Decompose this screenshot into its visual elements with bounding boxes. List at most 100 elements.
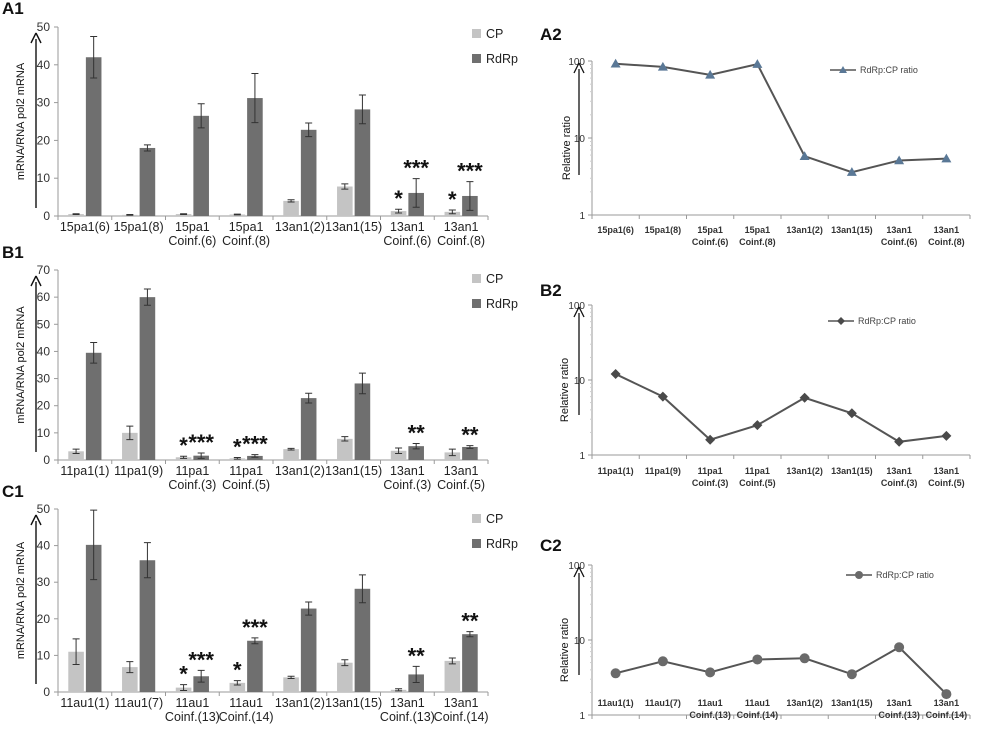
category-label: Coinf.(6): [692, 237, 729, 247]
bar-cp: [68, 451, 84, 460]
category-label: Coinf.(5): [739, 478, 776, 488]
error-bar: [90, 35, 98, 79]
panel-label: A2: [540, 25, 562, 44]
category-label: 11au1(7): [114, 696, 163, 710]
category-label: Coinf.(3): [881, 478, 918, 488]
error-bar: [305, 122, 313, 138]
category-label: 13an1: [934, 466, 960, 476]
y-tick-label: 20: [37, 133, 51, 147]
category-label: 11au1(1): [60, 696, 109, 710]
error-bar: [90, 509, 98, 581]
error-bar: [358, 574, 366, 604]
error-bar: [233, 213, 241, 216]
error-bar: [143, 288, 151, 306]
bar-cp: [283, 677, 299, 692]
category-label: 13an1: [390, 220, 425, 234]
category-label: 11au1: [745, 698, 770, 708]
chart-b2: B2 1 10 100 Relative ratio 11pa1(1) 11pa1(9) 11…: [540, 281, 971, 488]
y-axis-label: Relative ratio: [559, 618, 571, 682]
data-point-marker: [839, 66, 847, 73]
significance-mark: **: [408, 420, 426, 445]
y-axis-arrowhead: [30, 32, 42, 44]
category-label: 15pa1(8): [645, 225, 682, 235]
category-label: 11pa1(1): [60, 464, 109, 478]
chart-a2: A2 1 10 100 Relative ratio 15pa1(6) 15pa1(8) 15…: [540, 25, 971, 247]
legend-swatch-rdrp: [472, 299, 481, 308]
bar-cp: [283, 200, 299, 216]
error-bar: [341, 659, 349, 667]
bar-cp: [337, 438, 353, 460]
data-point-marker: [837, 317, 845, 325]
y-tick-label: 10: [574, 134, 586, 145]
data-point-marker: [894, 642, 905, 653]
category-label: 11pa1: [698, 466, 723, 476]
y-tick-label: 0: [43, 685, 50, 699]
category-label: Coinf.(6): [168, 234, 216, 248]
significance-mark: ***: [242, 432, 268, 457]
bar-rdrp: [354, 383, 371, 460]
category-label: Coinf.(5): [928, 478, 965, 488]
error-bar: [197, 103, 205, 129]
legend-label: CP: [486, 512, 503, 526]
category-label: 13an1(2): [786, 698, 823, 708]
category-label: 13an1: [886, 466, 912, 476]
bar-rdrp: [85, 352, 102, 460]
legend-label: CP: [486, 272, 503, 286]
y-tick-label: 30: [37, 575, 51, 589]
bar-rdrp: [408, 446, 424, 460]
y-tick-label: 1: [579, 211, 585, 222]
error-bar: [341, 183, 349, 190]
data-point-marker: [752, 59, 763, 68]
error-bar: [180, 684, 188, 692]
error-bar: [197, 669, 205, 683]
data-point-marker: [657, 656, 668, 667]
category-label: Coinf.(8): [437, 234, 485, 248]
legend-label: RdRp: [486, 297, 518, 311]
legend-label: RdRp: [486, 52, 518, 66]
y-tick-label: 40: [37, 58, 51, 72]
y-tick-label: 0: [43, 209, 50, 223]
error-bar: [287, 199, 295, 203]
category-label: 13an1(15): [831, 466, 873, 476]
bar-rdrp: [193, 676, 209, 692]
significance-mark: **: [408, 643, 426, 668]
error-bar: [72, 448, 80, 454]
category-label: 11au1(1): [598, 698, 634, 708]
significance-mark: ***: [188, 430, 214, 455]
bar-cp: [175, 214, 192, 216]
legend-swatch-cp: [472, 514, 481, 523]
bar-cp: [337, 662, 353, 692]
y-axis-label: mRNA/RNA pol2 mRNA: [15, 62, 27, 180]
category-label: Coinf.(13): [165, 710, 220, 724]
legend-label: RdRp:CP ratio: [858, 316, 916, 326]
bar-rdrp: [462, 446, 478, 460]
error-bar: [180, 455, 188, 459]
data-point-marker: [941, 430, 952, 441]
category-label: 13an1(2): [786, 466, 823, 476]
y-axis-arrowhead: [30, 514, 42, 526]
bar-cp: [68, 651, 84, 692]
significance-mark: *: [179, 433, 188, 458]
significance-mark: **: [461, 609, 479, 634]
bar-rdrp: [408, 674, 424, 692]
error-bar: [395, 208, 403, 214]
series-line: [615, 373, 947, 443]
bar-rdrp: [354, 588, 371, 692]
legend-label: RdRp: [486, 537, 518, 551]
bar-rdrp: [85, 544, 102, 692]
category-label: Coinf.(14): [434, 710, 489, 724]
category-label: 11pa1(1): [598, 466, 634, 476]
error-bar: [358, 372, 366, 395]
category-label: 13an1: [934, 698, 960, 708]
data-point-marker: [846, 669, 857, 680]
y-tick-label: 100: [568, 301, 585, 312]
data-point-marker: [894, 155, 905, 165]
error-bar: [143, 542, 151, 579]
data-point-marker: [846, 408, 857, 419]
data-point-marker: [894, 436, 905, 447]
y-axis-arrowhead: [30, 275, 42, 287]
y-tick-label: 1: [579, 451, 585, 462]
error-bar: [287, 447, 295, 451]
